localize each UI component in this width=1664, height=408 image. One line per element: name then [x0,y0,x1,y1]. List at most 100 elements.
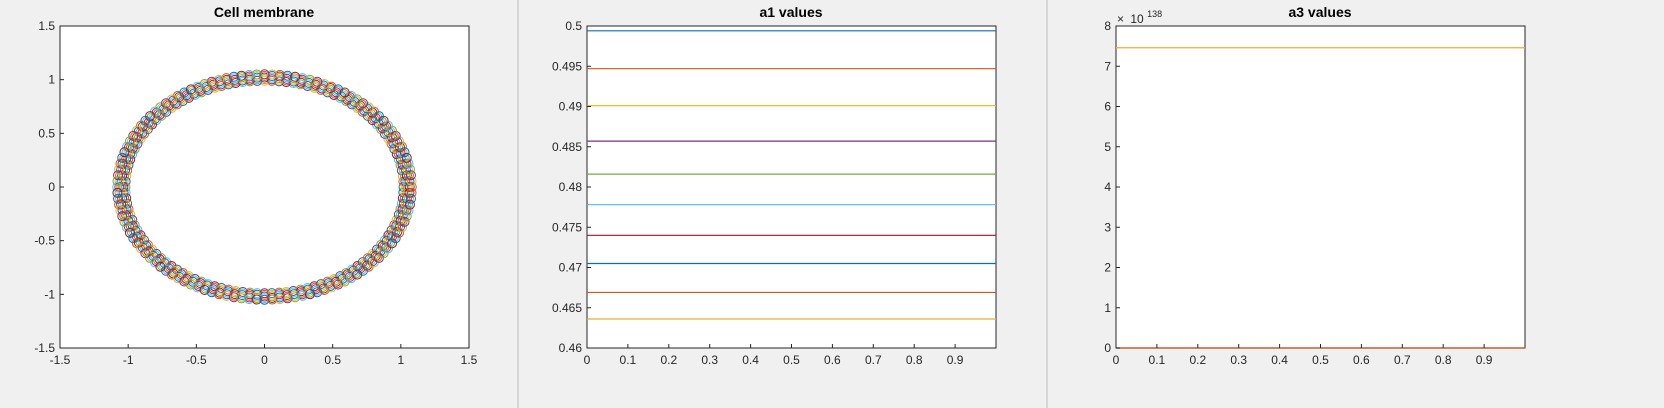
x-tick-label: 0.6 [1353,353,1370,367]
y-tick-label: 0.5 [565,19,582,33]
scatter-point [390,130,401,141]
scatter-point [319,284,330,295]
x-tick-label: 0.7 [865,353,882,367]
y-tick-label: -0.5 [34,234,55,248]
panel-divider [1046,0,1048,408]
exponent-power: 138 [1147,9,1162,19]
scatter-point [124,227,135,238]
axis-ticks: 0 0.1 0.2 0.3 0.4 0.5 0.6 0.7 0.8 0.9 0.5 0.495 0.49… [552,19,964,367]
scatter-point [179,276,190,287]
scatter-point [199,284,210,295]
scatter-point [346,273,357,284]
scatter-point [403,205,414,216]
y-tick-label: 0.495 [552,59,582,73]
scatter-point [399,216,410,227]
scatter-point [394,227,405,238]
scatter-point [274,69,285,80]
scatter-point [236,293,247,304]
y-tick-label: 0.48 [559,180,583,194]
scatter-point [236,70,247,81]
y-tick-label: 0.46 [559,341,583,355]
scatter-point [221,290,232,301]
x-tick-label: 0 [584,353,591,367]
scatter-point [160,265,171,276]
x-tick-label: 0.3 [1230,353,1247,367]
scatter-point [387,238,398,249]
scatter-point [339,276,350,287]
scatter-point [396,141,407,152]
y-tick-label: 0 [48,180,55,194]
scatter-point [128,130,139,141]
scatter-point [311,78,322,89]
y-tick-label: 0.475 [552,220,582,234]
x-tick-label: 0.9 [947,353,964,367]
scatter-point [346,90,357,101]
x-tick-label: 1 [397,353,404,367]
scatter-point [297,290,308,301]
scatter-point [267,294,278,305]
scatter-point [112,176,123,187]
scatter-point [318,283,329,294]
x-tick-label: 0 [261,353,268,367]
x-tick-label: 0.5 [324,353,341,367]
chart-cell-membrane: Cell membrane -1.5 -1 -0.5 0 0.5 1 1.5 1.5 1 0.5 0… [34,4,477,367]
x-tick-label: 0.8 [906,353,923,367]
scatter-point [404,199,415,210]
y-tick-label: 5 [1104,140,1111,154]
y-tick-label: -1 [44,287,55,301]
y-tick-label: 1 [48,73,55,87]
y-tick-label: 0.485 [552,140,582,154]
scatter-point [117,211,128,222]
scatter-point [112,182,123,192]
x-tick-label: 0.9 [1476,353,1493,367]
x-tick-label: 0.1 [1149,353,1166,367]
scatter-point [406,176,417,187]
y-tick-label: -1.5 [34,341,55,355]
scatter-point [406,187,417,198]
chart-title: Cell membrane [214,4,315,20]
scatter-point [172,273,183,284]
panel-divider [517,0,519,408]
scatter-point [251,69,262,80]
exponent-base: 10 [1130,12,1144,26]
scatter-point [119,216,130,227]
scatter-point [311,285,322,296]
x-tick-label: -0.5 [186,353,207,367]
exponent-times: × [1117,12,1124,26]
scatter-point [304,289,315,300]
scatter-point [114,199,125,210]
x-tick-label: -1.5 [50,353,71,367]
scatter-point [113,193,124,204]
x-tick-label: 0.2 [1189,353,1206,367]
axes-box [586,25,997,349]
scatter-point [333,279,344,290]
y-tick-label: 2 [1104,261,1111,275]
scatter-point [319,79,330,90]
scatter-point [192,282,203,293]
chart-title: a1 values [759,4,822,20]
scatter-point [207,78,218,89]
x-tick-label: 0.5 [1312,353,1329,367]
scatter-point [200,80,211,91]
scatter-point [115,205,126,216]
y-tick-label: 4 [1104,180,1111,194]
y-tick-label: 0 [1104,341,1111,355]
scatter-point [185,84,196,95]
x-tick-label: 0.6 [824,353,841,367]
scatter-point [297,73,308,84]
scatter-point [179,87,190,98]
y-tick-label: 0.47 [559,261,583,275]
scatter-point [282,70,293,81]
scatter-point [390,233,401,244]
axis-ticks: -1.5 -1 -0.5 0 0.5 1 1.5 1.5 1 0.5 0 -0.5 -1 -1.5 [34,19,477,367]
scatter-point [352,94,363,105]
axis-ticks: 0 0.1 0.2 0.3 0.4 0.5 0.6 0.7 0.8 0.9 8 7 6 5 4 3 2 1 0 [1104,19,1492,367]
scatter-point [406,182,417,192]
x-tick-label: 0.8 [1435,353,1452,367]
scatter-point [405,193,416,204]
x-tick-label: 0 [1113,353,1120,367]
scatter-point [244,69,255,80]
scatter-point [207,285,218,296]
chart-a1-values: a1 values 0 0.1 0.2 0.3 0.4 0.5 0.6 0.7 0.8 0.9 0.… [552,4,997,367]
scatter-point [312,287,323,298]
